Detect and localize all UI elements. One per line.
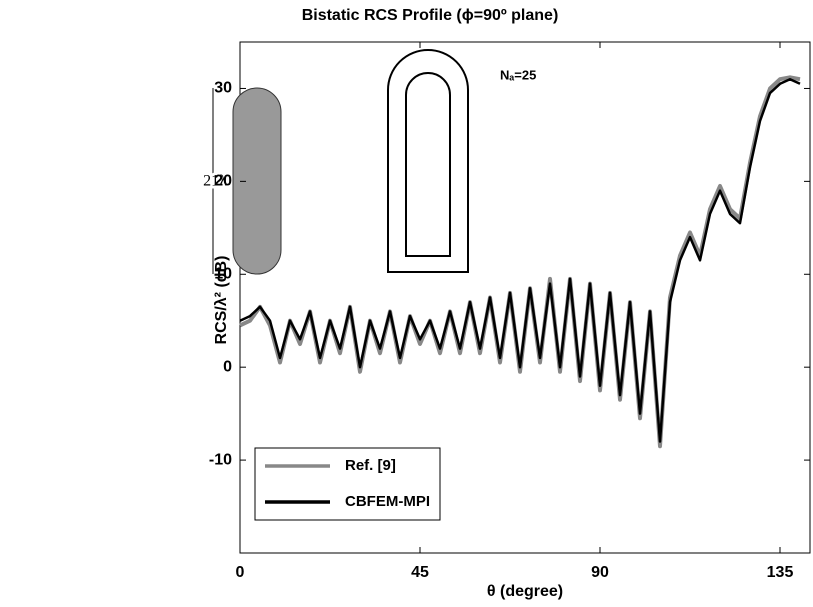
x-axis-label: θ (degree) [487,583,563,600]
y-tick-label: 0 [223,358,232,375]
y-tick-label: -10 [209,451,232,468]
annotation: 21λ [203,173,227,190]
y-tick-label: 10 [214,265,232,282]
plot-frame [239,41,811,554]
y-tick-label: 20 [214,173,232,190]
x-tick-label: 0 [236,564,245,581]
cross-section-outer [387,49,469,273]
legend-label: CBFEM-MPI [345,493,430,510]
y-tick-label: 30 [214,80,232,97]
chart-title: Bistatic RCS Profile (ϕ=90º plane) [302,7,559,24]
legend [254,447,441,521]
annotation: Nₐ=25 [500,67,536,82]
series-line [239,77,801,443]
y-axis-label: RCS/λ² (dB) [213,256,230,345]
cross-section-inner [405,72,451,257]
x-tick-label: 45 [411,564,429,581]
legend-label: Ref. [9] [345,457,396,474]
x-tick-label: 90 [591,564,609,581]
x-tick-label: 135 [767,564,794,581]
cylinder-illustration [232,87,282,275]
series-line [239,75,801,449]
